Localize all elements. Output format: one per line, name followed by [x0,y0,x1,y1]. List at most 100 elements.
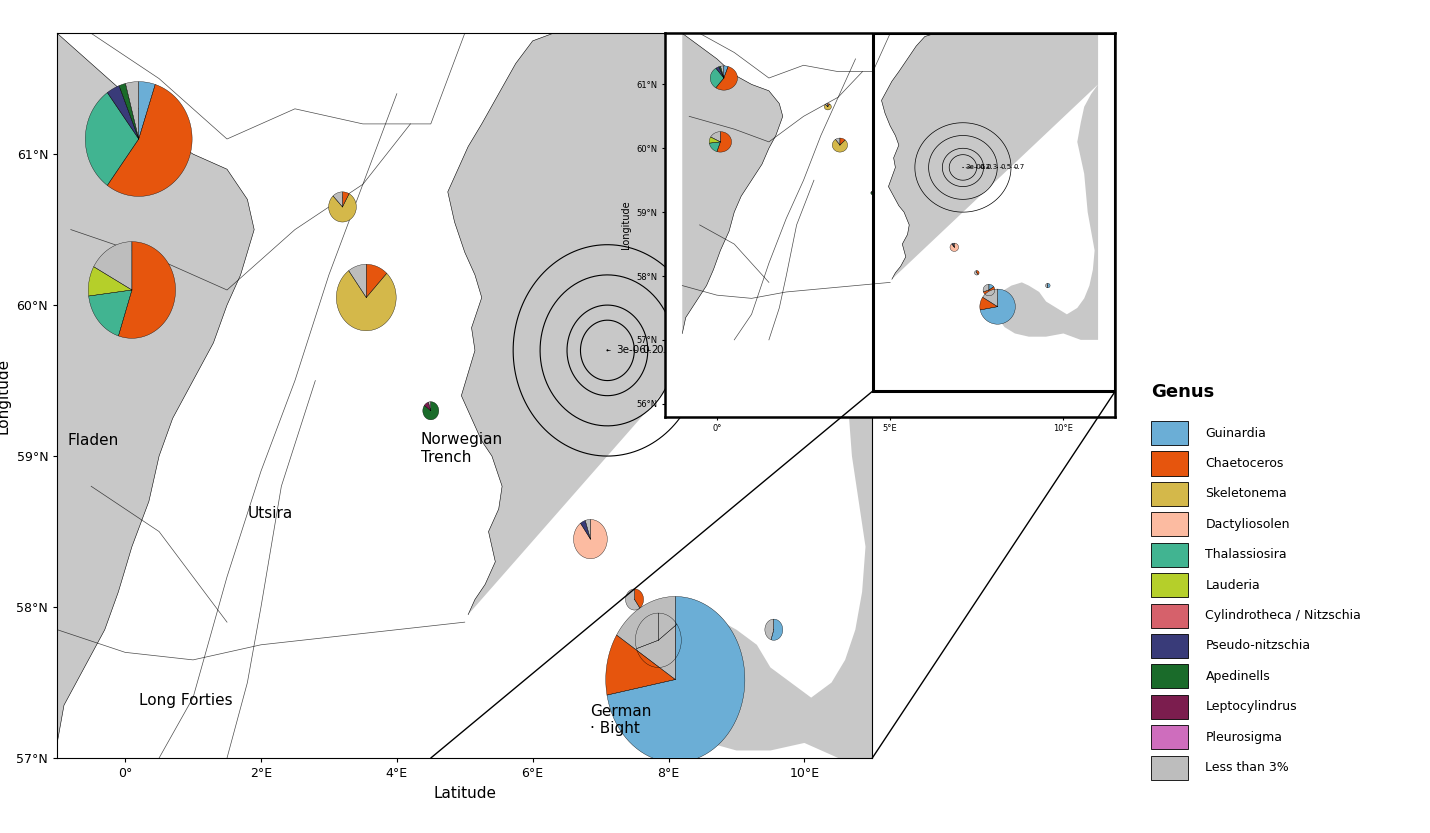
Polygon shape [616,596,675,680]
Text: Lauderia: Lauderia [1205,579,1260,591]
Polygon shape [682,33,782,333]
Polygon shape [1045,283,1048,287]
Polygon shape [585,520,591,539]
Polygon shape [716,67,724,78]
Polygon shape [126,82,139,139]
Polygon shape [835,138,839,145]
Polygon shape [139,82,156,139]
Polygon shape [423,402,439,420]
Polygon shape [366,264,386,297]
Polygon shape [824,104,831,110]
Text: Cylindrotheca / Nitzschia: Cylindrotheca / Nitzschia [1205,609,1361,622]
Polygon shape [573,520,608,559]
Text: Fladen: Fladen [67,433,119,448]
Polygon shape [329,194,356,222]
Polygon shape [107,86,139,139]
Polygon shape [635,589,644,608]
Polygon shape [716,67,738,90]
Polygon shape [724,66,728,78]
Bar [1151,665,1188,688]
Polygon shape [721,66,724,78]
Text: 0.7: 0.7 [1014,164,1025,171]
Text: Pleurosigma: Pleurosigma [1205,731,1283,744]
Text: 3e-06: 3e-06 [965,164,987,171]
Polygon shape [977,271,980,275]
Bar [1151,451,1188,476]
Bar [1151,543,1188,566]
Polygon shape [57,33,255,743]
Text: Pseudo-nitzschia: Pseudo-nitzschia [1205,640,1311,652]
Y-axis label: Longitude: Longitude [621,201,631,249]
Text: Apedinells: Apedinells [1205,670,1270,683]
Polygon shape [719,67,724,78]
Polygon shape [709,137,721,143]
Text: 0.2: 0.2 [635,346,659,356]
Polygon shape [448,33,872,758]
Polygon shape [974,271,978,275]
Polygon shape [625,589,639,610]
Text: 0.3: 0.3 [987,164,998,171]
Polygon shape [709,142,721,152]
X-axis label: Latitude: Latitude [433,786,496,801]
Polygon shape [349,264,366,297]
Bar [1151,603,1188,628]
Text: Dactyliosolen: Dactyliosolen [1205,518,1290,531]
Polygon shape [871,191,872,193]
Polygon shape [333,192,342,207]
Text: German
· Bight: German · Bight [591,704,652,736]
Polygon shape [984,287,995,296]
Text: Long Forties: Long Forties [139,693,232,708]
Bar [1151,481,1188,506]
Bar [872,33,1115,391]
Polygon shape [107,84,192,197]
Polygon shape [839,138,845,145]
Polygon shape [94,242,132,290]
Bar [1151,421,1188,445]
Polygon shape [425,402,430,411]
Polygon shape [635,613,658,649]
Polygon shape [950,243,958,252]
Polygon shape [636,624,681,667]
Text: Norwegian
Trench: Norwegian Trench [420,432,503,465]
Polygon shape [771,619,782,641]
Polygon shape [658,613,676,641]
Text: Chaetoceros: Chaetoceros [1205,457,1284,470]
Polygon shape [881,33,1098,340]
Polygon shape [606,635,675,695]
Text: 0.2: 0.2 [980,164,991,171]
Text: 0.5: 0.5 [1000,164,1011,171]
Text: 0.3: 0.3 [648,346,672,356]
Polygon shape [765,619,774,640]
Text: Utsira: Utsira [247,506,293,521]
Text: 0.7: 0.7 [702,346,726,356]
Text: 0.5: 0.5 [675,346,699,356]
Polygon shape [119,83,139,139]
Text: Less than 3%: Less than 3% [1205,761,1290,774]
Polygon shape [716,132,732,152]
Polygon shape [832,139,848,152]
Polygon shape [952,243,954,247]
Text: Leptocylindrus: Leptocylindrus [1205,701,1297,713]
Bar [1151,756,1188,780]
Polygon shape [119,242,176,338]
Polygon shape [342,192,349,207]
Polygon shape [711,132,721,142]
Polygon shape [581,521,591,539]
Y-axis label: Longitude: Longitude [0,357,11,434]
Polygon shape [825,103,828,107]
Polygon shape [89,290,132,336]
Text: Guinardia: Guinardia [1205,426,1267,440]
Polygon shape [980,297,998,310]
Polygon shape [86,92,139,186]
Polygon shape [990,284,994,290]
Text: 3e-06: 3e-06 [608,346,646,356]
Polygon shape [828,103,829,107]
Polygon shape [982,289,998,307]
Polygon shape [89,267,132,296]
Bar [1151,573,1188,597]
Polygon shape [429,402,430,411]
Polygon shape [1047,283,1050,288]
Polygon shape [980,289,1015,324]
Polygon shape [336,271,396,331]
Bar [1151,725,1188,750]
